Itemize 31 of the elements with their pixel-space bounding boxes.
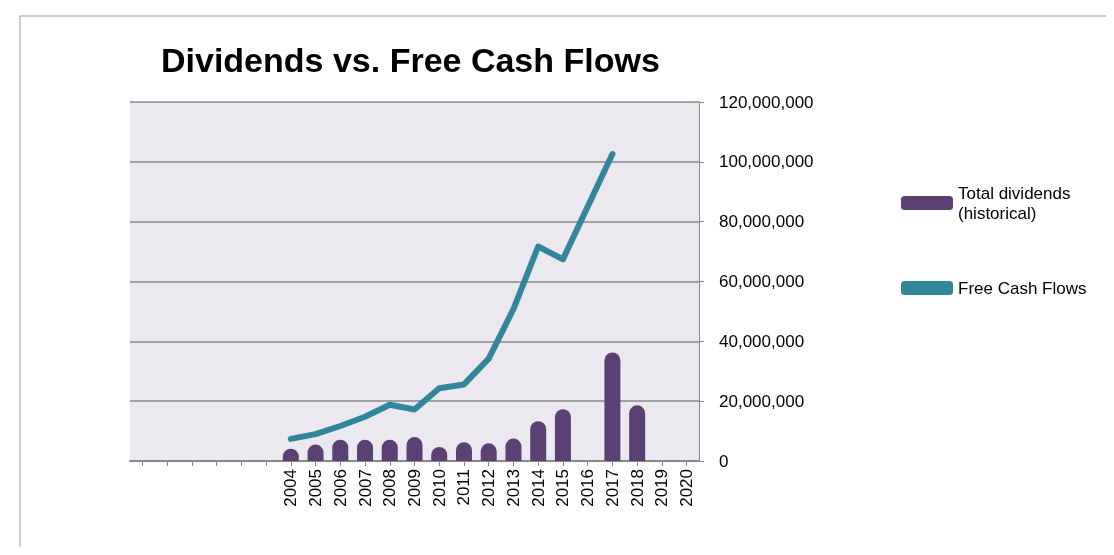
x-tick-label: 2006 [330, 469, 350, 507]
legend-label: Free Cash Flows [958, 278, 1087, 298]
x-tick-label: 2020 [677, 469, 697, 507]
bar [530, 421, 547, 461]
x-tick-label: 2015 [553, 469, 573, 507]
bar [554, 409, 571, 461]
x-tick-label: 2012 [479, 469, 499, 507]
legend-label: Total dividends (historical) [958, 183, 1071, 223]
y-tick-label: 40,000,000 [719, 331, 805, 351]
y-tick-label: 80,000,000 [719, 212, 805, 232]
chart-title: Dividends vs. Free Cash Flows [161, 41, 660, 79]
y-tick-label: 100,000,000 [719, 152, 814, 172]
x-tick-label: 2016 [578, 469, 598, 507]
x-tick-label: 2005 [306, 469, 326, 507]
x-tick-label: 2018 [627, 469, 647, 507]
y-tick-label: 60,000,000 [719, 272, 805, 291]
x-tick-label: 2007 [355, 469, 375, 507]
x-tick-label: 2013 [503, 469, 523, 507]
y-tick-label: 0 [719, 451, 729, 471]
x-tick-label: 2017 [602, 469, 622, 507]
x-tick-label: 2008 [380, 469, 400, 507]
x-tick-label: 2009 [405, 469, 424, 507]
bar [629, 405, 646, 461]
x-tick-label: 2011 [454, 469, 474, 506]
x-tick-label: 2014 [528, 469, 548, 507]
bar [604, 352, 621, 461]
y-tick-label: 120,000,000 [719, 92, 814, 112]
x-tick-label: 2019 [652, 469, 672, 507]
x-tick-label: 2004 [281, 469, 301, 507]
y-tick-label: 20,000,000 [719, 391, 805, 411]
x-tick-label: 2010 [429, 469, 449, 507]
